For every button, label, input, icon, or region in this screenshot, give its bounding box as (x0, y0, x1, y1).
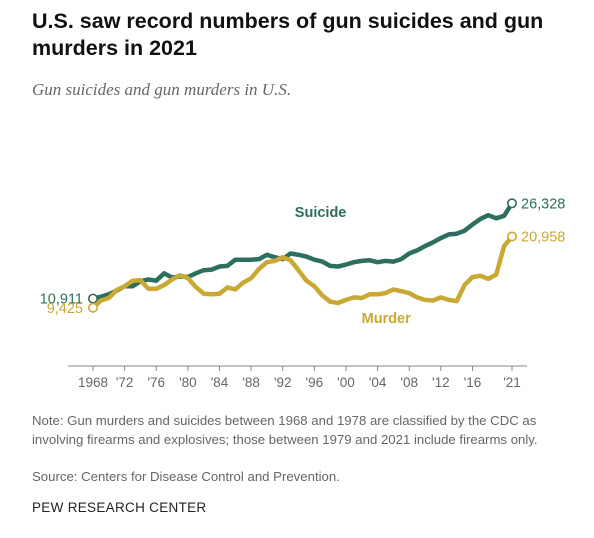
x-tick-label: '00 (337, 375, 355, 390)
end-label-suicide: 26,328 (521, 196, 565, 212)
series-name-suicide: Suicide (295, 205, 347, 221)
x-tick-label: '21 (503, 375, 521, 390)
end-marker-murder (506, 231, 517, 242)
x-tick-label: '16 (464, 375, 482, 390)
brand-name: PEW RESEARCH CENTER (32, 500, 207, 515)
start-label-murder: 9,425 (47, 301, 83, 317)
x-tick-label: '12 (432, 375, 450, 390)
chart-title: U.S. saw record numbers of gun suicides … (32, 9, 544, 60)
series-line-suicide (90, 201, 515, 301)
end-marker-suicide (506, 198, 517, 209)
x-axis: 1968 '72 '76 '80 '84 '88 '92 '96 '00 '04 '08 '12 '16… (68, 365, 527, 390)
x-tick-label: '96 (306, 375, 324, 390)
start-marker-suicide (88, 293, 99, 304)
chart-subtitle: Gun suicides and gun murders in U.S. (32, 80, 292, 99)
x-tick-label: '84 (211, 375, 229, 390)
series-layer (88, 198, 517, 313)
series-name-murder: Murder (362, 311, 412, 327)
x-tick-label: '92 (274, 375, 292, 390)
x-tick-label: '80 (179, 375, 197, 390)
start-label-suicide: 10,911 (40, 292, 83, 308)
x-tick-label: '72 (116, 375, 134, 390)
x-tick-label: '04 (369, 375, 387, 390)
x-tick-label: '88 (242, 375, 260, 390)
end-label-murder: 20,958 (521, 229, 565, 245)
series-line-murder (90, 234, 515, 311)
line-chart: 1968 '72 '76 '80 '84 '88 '92 '96 '00 '04 '08 '12 '16… (40, 196, 566, 390)
chart-source: Source: Centers for Disease Control and … (32, 469, 340, 484)
start-marker-murder (88, 302, 99, 313)
x-tick-label: 1968 (78, 375, 108, 390)
chart-note: Note: Gun murders and suicides between 1… (32, 413, 538, 447)
x-tick-label: '08 (400, 375, 418, 390)
label-layer: 10,911 26,328 Suicide 9,425 20,958 Murder (40, 196, 566, 326)
x-tick-label: '76 (147, 375, 165, 390)
